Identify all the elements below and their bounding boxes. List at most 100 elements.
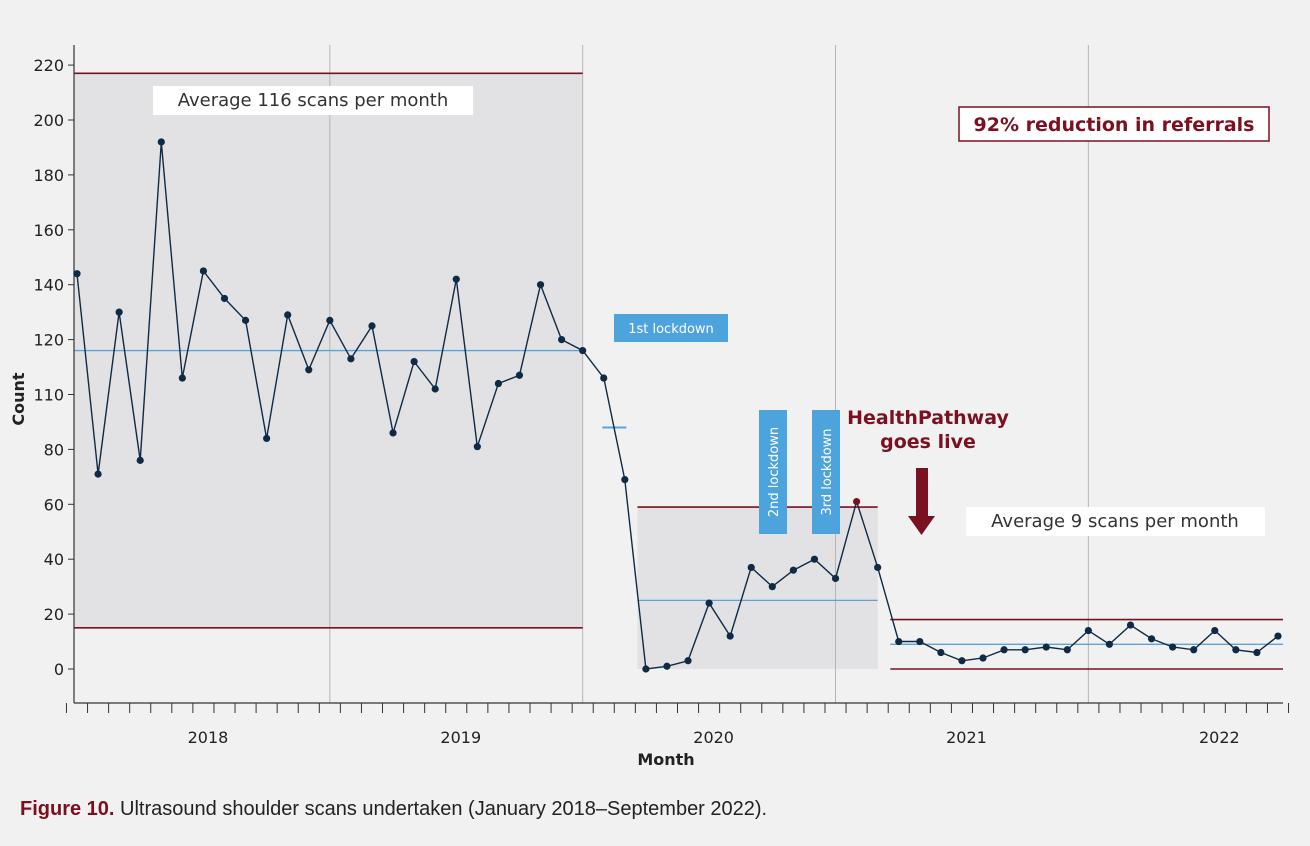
data-point bbox=[705, 599, 713, 607]
avg-116-box bbox=[153, 86, 473, 115]
x-tick-label-2020: 2020 bbox=[693, 728, 734, 747]
data-point bbox=[979, 654, 987, 662]
y-tick-label-80: 80 bbox=[44, 440, 64, 459]
data-point bbox=[115, 308, 123, 316]
avg-116-label: Average 116 scans per month bbox=[178, 90, 449, 111]
y-tick-label-20: 20 bbox=[44, 605, 64, 624]
y-tick-label-0: 0 bbox=[54, 660, 64, 679]
data-point bbox=[284, 311, 292, 319]
data-point bbox=[1105, 640, 1114, 648]
lockdown-2-box bbox=[759, 410, 787, 534]
data-point bbox=[1000, 646, 1008, 654]
data-point bbox=[831, 574, 840, 583]
y-tick-label-60: 60 bbox=[44, 495, 64, 514]
data-point bbox=[558, 336, 566, 344]
data-point bbox=[1021, 646, 1029, 654]
phase-shades bbox=[74, 73, 878, 669]
go-live-arrow-shaft bbox=[916, 468, 928, 516]
annotations: Average 116 scans per month Average 9 sca… bbox=[153, 86, 1270, 536]
data-point bbox=[515, 371, 524, 379]
data-point bbox=[199, 267, 208, 275]
avg-9-box bbox=[966, 507, 1265, 536]
data-point bbox=[410, 357, 418, 366]
data-point bbox=[768, 583, 776, 591]
x-tick-label-2022: 2022 bbox=[1199, 728, 1240, 747]
data-point bbox=[157, 138, 165, 146]
y-tick-label-220: 220 bbox=[33, 56, 64, 75]
mean-lines bbox=[74, 349, 1283, 645]
x-tick-label-2019: 2019 bbox=[440, 728, 481, 747]
x-tick-label-2018: 2018 bbox=[188, 728, 229, 747]
caption-text: Ultrasound shoulder scans undertaken (Ja… bbox=[114, 798, 768, 820]
data-point bbox=[684, 657, 692, 665]
data-point bbox=[241, 316, 250, 324]
chart: 0 20 40 60 80 110 120 140 160 180 200 220 Count 2018 2… bbox=[9, 45, 1290, 769]
data-point bbox=[494, 379, 502, 388]
data-point bbox=[1147, 635, 1156, 643]
go-live-line-1: HealthPathway bbox=[847, 407, 1009, 429]
lockdown-1-label: 1st lockdown bbox=[628, 322, 714, 337]
x-tick-label-2021: 2021 bbox=[946, 728, 987, 747]
data-point bbox=[178, 374, 186, 382]
data-point bbox=[368, 322, 376, 330]
data-point bbox=[916, 637, 924, 646]
data-point bbox=[1169, 643, 1177, 651]
series bbox=[73, 138, 1282, 673]
data-point bbox=[789, 566, 797, 574]
data-point bbox=[452, 275, 460, 283]
data-point bbox=[600, 374, 608, 382]
data-point bbox=[263, 434, 271, 443]
data-point bbox=[642, 665, 650, 673]
data-point bbox=[1190, 646, 1198, 654]
data-point bbox=[1232, 646, 1240, 654]
data-point bbox=[726, 632, 734, 640]
data-point bbox=[94, 470, 102, 478]
data-point bbox=[1042, 643, 1050, 651]
caption-lead: Figure 10. bbox=[20, 798, 115, 820]
data-point bbox=[810, 555, 819, 563]
series-line bbox=[76, 141, 1279, 670]
data-point bbox=[305, 366, 313, 374]
go-live-arrow-head bbox=[908, 516, 935, 535]
lockdown-3-label: 3rd lockdown bbox=[820, 428, 835, 515]
data-point bbox=[431, 385, 439, 393]
axes: 0 20 40 60 80 110 120 140 160 180 200 220 Count 2018 2… bbox=[9, 45, 1290, 769]
lockdown-3-box bbox=[812, 410, 840, 534]
x-axis-title: Month bbox=[637, 750, 694, 769]
data-point bbox=[73, 270, 81, 278]
data-point bbox=[473, 443, 481, 451]
data-point bbox=[1063, 646, 1071, 654]
y-tick-label-160: 160 bbox=[33, 221, 64, 240]
year-gridlines bbox=[329, 45, 1089, 703]
data-point bbox=[347, 355, 355, 363]
y-axis-title: Count bbox=[9, 372, 28, 426]
data-point bbox=[536, 281, 545, 289]
data-point bbox=[389, 429, 397, 437]
y-tick-label-40: 40 bbox=[44, 550, 64, 569]
reduction-label: 92% reduction in referrals bbox=[974, 114, 1255, 136]
data-point bbox=[958, 657, 966, 665]
data-point bbox=[621, 475, 629, 484]
data-point bbox=[1211, 626, 1219, 635]
data-point bbox=[136, 456, 144, 464]
lockdown-2-label: 2nd lockdown bbox=[767, 427, 782, 517]
avg-9-label: Average 9 scans per month bbox=[991, 511, 1239, 532]
y-tick-label-140: 140 bbox=[33, 276, 64, 295]
data-point bbox=[326, 316, 334, 324]
data-point bbox=[747, 563, 755, 572]
data-point bbox=[1253, 648, 1261, 657]
data-point bbox=[895, 637, 903, 646]
data-point bbox=[579, 346, 587, 355]
data-point bbox=[1084, 626, 1092, 635]
data-point bbox=[1126, 621, 1135, 629]
phase-shade-2 bbox=[637, 507, 878, 669]
data-point bbox=[852, 497, 861, 506]
go-live-line-2: goes live bbox=[880, 431, 976, 453]
data-point bbox=[937, 648, 945, 657]
data-point bbox=[1274, 632, 1282, 640]
y-tick-label-110: 110 bbox=[33, 386, 64, 405]
lockdown-1-box bbox=[614, 314, 728, 342]
y-tick-label-200: 200 bbox=[33, 111, 64, 130]
y-tick-label-180: 180 bbox=[33, 166, 64, 185]
y-tick-label-120: 120 bbox=[33, 331, 64, 350]
